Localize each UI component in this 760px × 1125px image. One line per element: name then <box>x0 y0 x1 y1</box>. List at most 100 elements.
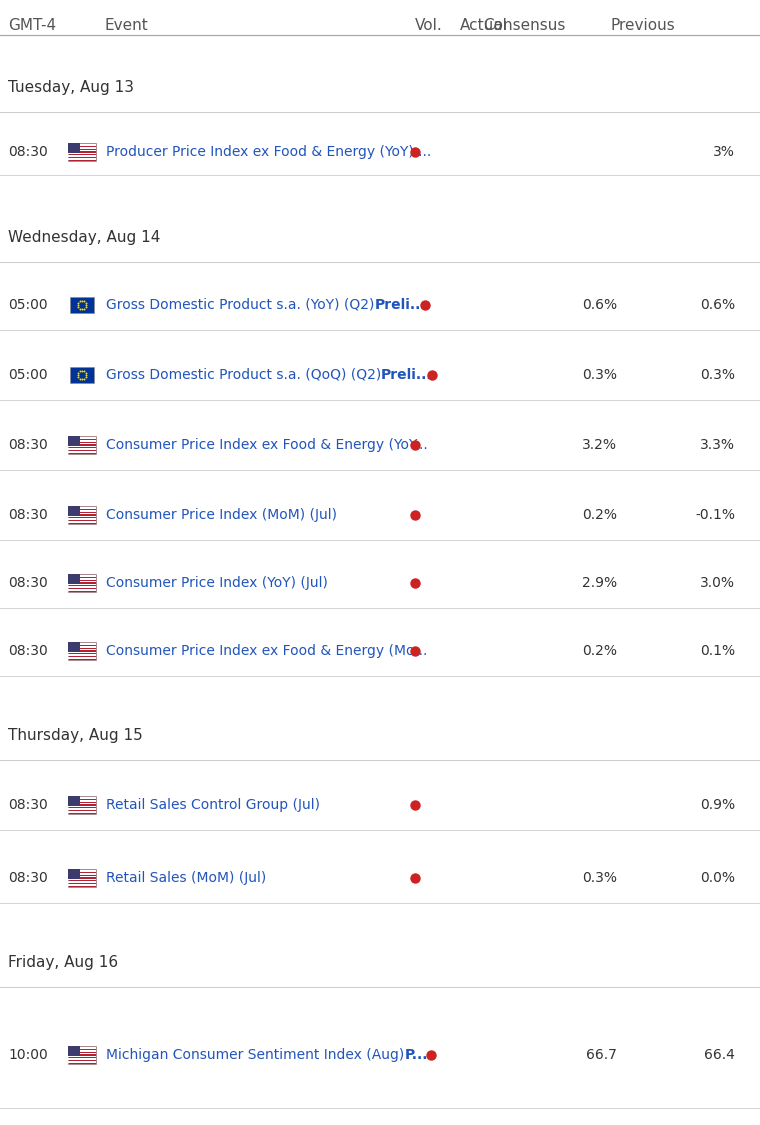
Bar <box>68 506 80 515</box>
Text: 0.9%: 0.9% <box>700 798 735 812</box>
Text: P...: P... <box>404 1048 428 1062</box>
Text: 08:30: 08:30 <box>8 145 48 159</box>
Bar <box>68 1055 96 1058</box>
Bar <box>68 806 96 807</box>
Bar <box>70 297 94 313</box>
Text: 0.2%: 0.2% <box>582 508 617 522</box>
Bar <box>68 884 96 885</box>
Text: 10:00: 10:00 <box>8 1048 48 1062</box>
Text: 3.3%: 3.3% <box>700 438 735 452</box>
Bar <box>68 155 96 156</box>
Bar <box>68 642 96 660</box>
Bar <box>70 367 94 382</box>
Bar <box>68 642 80 651</box>
Bar <box>68 1046 80 1055</box>
Text: 3.2%: 3.2% <box>582 438 617 452</box>
Text: Gross Domestic Product s.a. (QoQ) (Q2): Gross Domestic Product s.a. (QoQ) (Q2) <box>106 368 382 382</box>
Bar <box>68 150 96 151</box>
Text: Consumer Price Index ex Food & Energy (Mo...: Consumer Price Index ex Food & Energy (M… <box>106 644 427 658</box>
Bar <box>68 655 96 656</box>
Bar <box>68 1047 96 1048</box>
Text: GMT-4: GMT-4 <box>8 18 56 33</box>
Bar <box>68 440 96 441</box>
Bar <box>68 590 96 591</box>
Text: Michigan Consumer Sentiment Index (Aug): Michigan Consumer Sentiment Index (Aug) <box>106 1048 404 1062</box>
Bar <box>68 803 96 804</box>
Text: -0.1%: -0.1% <box>695 508 735 522</box>
Text: 08:30: 08:30 <box>8 576 48 590</box>
Bar <box>68 796 80 806</box>
Text: Previous: Previous <box>610 18 675 33</box>
Bar <box>68 646 96 648</box>
Bar <box>68 868 80 879</box>
Text: 0.1%: 0.1% <box>700 644 735 658</box>
Bar <box>68 1046 96 1064</box>
Bar <box>68 1059 96 1060</box>
Text: Retail Sales Control Group (Jul): Retail Sales Control Group (Jul) <box>106 798 320 812</box>
Bar <box>68 651 96 654</box>
Text: 66.7: 66.7 <box>586 1048 617 1062</box>
Text: 08:30: 08:30 <box>8 871 48 885</box>
Text: Retail Sales (MoM) (Jul): Retail Sales (MoM) (Jul) <box>106 871 266 885</box>
Bar <box>68 1050 96 1052</box>
Bar <box>68 1053 96 1054</box>
Bar <box>68 868 96 886</box>
Bar <box>68 147 96 148</box>
Bar <box>68 882 96 883</box>
Bar <box>68 143 96 161</box>
Bar <box>68 584 96 585</box>
Bar <box>68 519 96 520</box>
Bar <box>68 644 96 645</box>
Text: Consumer Price Index (YoY) (Jul): Consumer Price Index (YoY) (Jul) <box>106 576 328 590</box>
Text: 05:00: 05:00 <box>8 368 48 382</box>
Text: 08:30: 08:30 <box>8 644 48 658</box>
Bar <box>68 580 96 583</box>
Text: Event: Event <box>105 18 149 33</box>
Text: Vol.: Vol. <box>415 18 443 33</box>
Bar <box>68 811 96 812</box>
Bar <box>68 798 96 799</box>
Bar <box>68 513 96 514</box>
Bar <box>68 809 96 810</box>
Bar <box>68 506 96 524</box>
Text: 05:00: 05:00 <box>8 298 48 312</box>
Bar <box>68 871 96 872</box>
Bar <box>68 451 96 452</box>
Text: 3%: 3% <box>713 145 735 159</box>
Bar <box>68 449 96 450</box>
Bar <box>68 657 96 658</box>
Bar <box>68 438 96 439</box>
Bar <box>68 574 96 592</box>
Text: 0.0%: 0.0% <box>700 871 735 885</box>
Text: 0.2%: 0.2% <box>582 644 617 658</box>
Bar <box>68 879 96 880</box>
Bar <box>68 446 96 447</box>
Text: Tuesday, Aug 13: Tuesday, Aug 13 <box>8 80 134 94</box>
Bar <box>68 153 96 154</box>
Bar <box>68 515 96 518</box>
Bar <box>68 436 80 446</box>
Text: Preli...: Preli... <box>382 368 433 382</box>
Bar <box>68 574 80 584</box>
Text: Friday, Aug 16: Friday, Aug 16 <box>8 955 118 970</box>
Text: Consensus: Consensus <box>483 18 565 33</box>
Text: 2.9%: 2.9% <box>582 576 617 590</box>
Bar <box>68 575 96 577</box>
Bar <box>68 143 80 153</box>
Text: Preli...: Preli... <box>375 298 426 312</box>
Bar <box>68 510 96 512</box>
Text: 0.3%: 0.3% <box>582 368 617 382</box>
Text: Consumer Price Index (MoM) (Jul): Consumer Price Index (MoM) (Jul) <box>106 508 337 522</box>
Bar <box>68 649 96 650</box>
Bar <box>68 159 96 160</box>
Text: 0.6%: 0.6% <box>582 298 617 312</box>
Text: Thursday, Aug 15: Thursday, Aug 15 <box>8 728 143 742</box>
Text: Gross Domestic Product s.a. (YoY) (Q2): Gross Domestic Product s.a. (YoY) (Q2) <box>106 298 375 312</box>
Text: Actual: Actual <box>460 18 508 33</box>
Text: 0.6%: 0.6% <box>700 298 735 312</box>
Text: 66.4: 66.4 <box>704 1048 735 1062</box>
Text: Wednesday, Aug 14: Wednesday, Aug 14 <box>8 229 160 245</box>
Bar <box>68 443 96 444</box>
Text: 08:30: 08:30 <box>8 508 48 522</box>
Bar <box>68 873 96 874</box>
